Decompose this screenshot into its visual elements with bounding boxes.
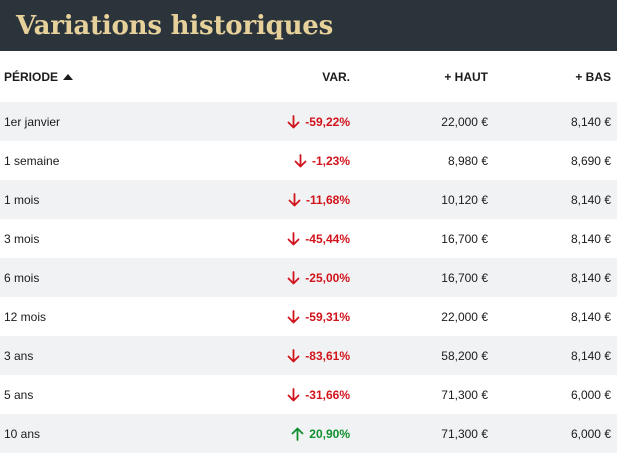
high-cell: 71,300 € [441,426,488,441]
column-header-low-label: + BAS [575,69,611,84]
column-header-period-label: PÉRIODE [4,69,59,84]
high-cell: 71,300 € [441,387,488,402]
low-cell: 8,140 € [570,270,611,285]
column-header-period[interactable]: PÉRIODE [0,70,240,84]
variation-cell: -83,61% [240,349,350,363]
variation-value: -59,22% [305,114,350,129]
sort-ascending-icon [63,73,74,80]
period-cell: 6 mois [4,270,40,285]
variation-cell: 20,90% [240,427,350,441]
column-header-high-label: + HAUT [444,69,488,84]
arrow-down-icon [287,387,300,402]
variation-cell: -59,31% [240,310,350,324]
table-row: 1er janvier -59,22% 22,000 € 8,140 € [0,102,617,141]
table-body: 1er janvier -59,22% 22,000 € 8,140 € 1 semai… [0,102,617,453]
high-cell: 10,120 € [441,192,488,207]
period-cell: 3 mois [4,231,40,246]
period-cell: 1er janvier [4,114,61,129]
table-row: 12 mois -59,31% 22,000 € 8,140 € [0,297,617,336]
period-cell: 1 semaine [4,153,60,168]
high-cell: 16,700 € [441,270,488,285]
table-row: 3 ans -83,61% 58,200 € 8,140 € [0,336,617,375]
table-row: 10 ans 20,90% 71,300 € 6,000 € [0,414,617,453]
low-cell: 8,690 € [570,153,611,168]
high-cell: 58,200 € [441,348,488,363]
arrow-down-icon [287,270,300,285]
period-cell: 3 ans [4,348,34,363]
low-cell: 8,140 € [570,348,611,363]
panel-header: Variations historiques [0,0,617,51]
low-cell: 8,140 € [570,192,611,207]
variation-value: -83,61% [305,348,350,363]
table-row: 1 mois -11,68% 10,120 € 8,140 € [0,180,617,219]
high-cell: 22,000 € [441,114,488,129]
column-header-variation[interactable]: VAR. [240,70,350,84]
period-cell: 1 mois [4,192,40,207]
variation-cell: -11,68% [240,193,350,207]
arrow-down-icon [287,309,300,324]
low-cell: 8,140 € [570,114,611,129]
period-cell: 5 ans [4,387,34,402]
high-cell: 8,980 € [447,153,488,168]
variation-value: 20,90% [309,426,350,441]
table-row: 1 semaine -1,23% 8,980 € 8,690 € [0,141,617,180]
table-header: PÉRIODE VAR. + HAUT + BAS [0,51,617,102]
low-cell: 8,140 € [570,309,611,324]
table-row: 3 mois -45,44% 16,700 € 8,140 € [0,219,617,258]
variation-value: -45,44% [305,231,350,246]
table-row: 5 ans -31,66% 71,300 € 6,000 € [0,375,617,414]
panel-title: Variations historiques [16,10,334,41]
column-header-low[interactable]: + BAS [488,70,611,84]
variation-cell: -25,00% [240,271,350,285]
variation-value: -1,23% [311,153,350,168]
period-cell: 12 mois [4,309,47,324]
high-cell: 16,700 € [441,231,488,246]
column-header-high[interactable]: + HAUT [350,70,488,84]
arrow-down-icon [287,348,300,363]
arrow-down-icon [294,153,307,168]
variation-value: -25,00% [305,270,350,285]
variation-value: -59,31% [305,309,350,324]
arrow-down-icon [287,114,300,129]
variation-cell: -31,66% [240,388,350,402]
arrow-down-icon [287,231,300,246]
variation-value: -11,68% [305,192,350,207]
arrow-up-icon [291,427,304,441]
variation-value: -31,66% [305,387,350,402]
low-cell: 6,000 € [570,426,611,441]
low-cell: 6,000 € [570,387,611,402]
arrow-down-icon [288,192,301,207]
variation-cell: -1,23% [240,154,350,168]
period-cell: 10 ans [4,426,41,441]
variation-cell: -59,22% [240,115,350,129]
column-header-variation-label: VAR. [322,69,350,84]
table-row: 6 mois -25,00% 16,700 € 8,140 € [0,258,617,297]
low-cell: 8,140 € [570,231,611,246]
variation-cell: -45,44% [240,232,350,246]
high-cell: 22,000 € [441,309,488,324]
